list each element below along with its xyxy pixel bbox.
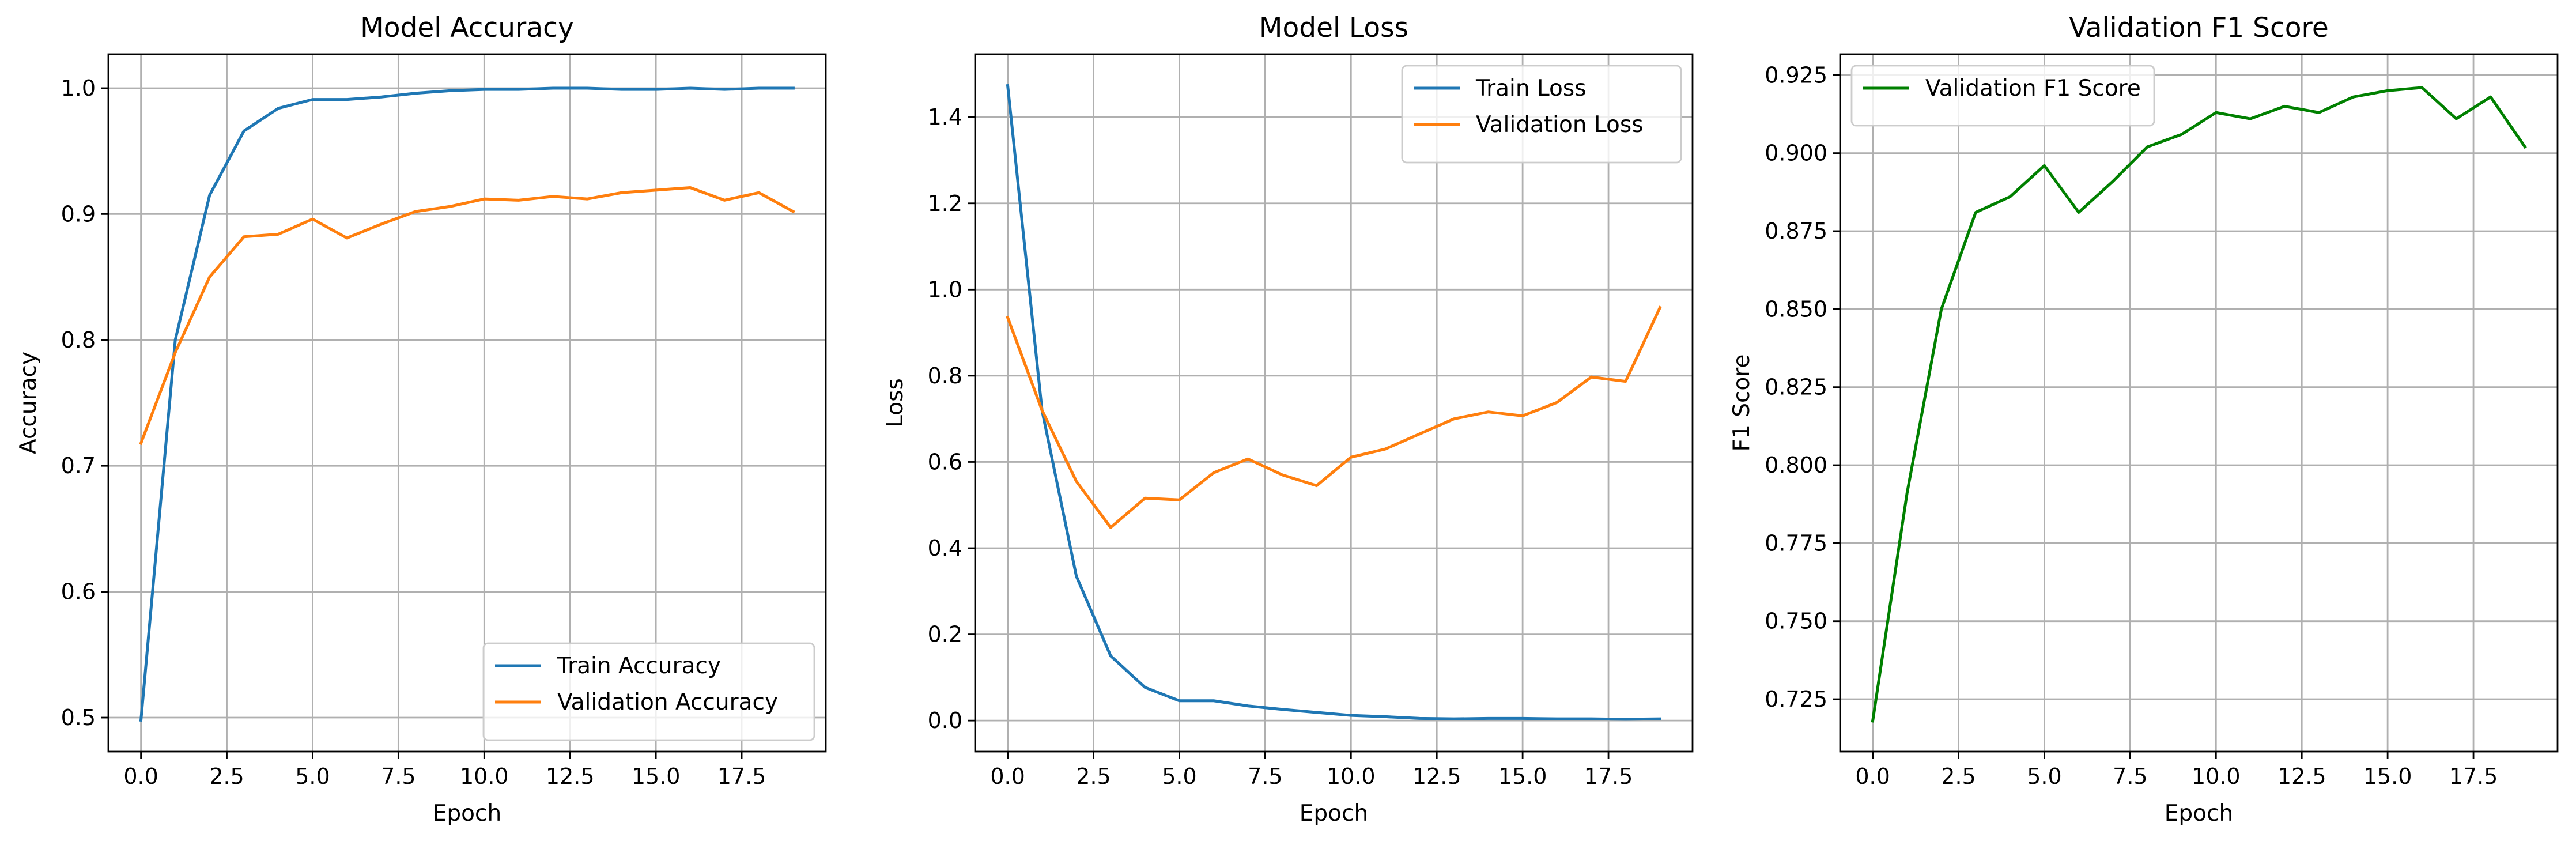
chart-1-ytick-label-4: 0.8 [928,363,962,388]
chart-2-xtick-label-1: 2.5 [1941,764,1976,789]
chart-1-ytick-label-1: 0.2 [928,622,962,647]
chart-1-legend-label-0: Train Loss [1475,76,1587,101]
chart-2-title: Validation F1 Score [2069,12,2329,44]
chart-1-xtick-label-7: 17.5 [1584,764,1633,789]
chart-1-xlabel: Epoch [1300,801,1368,827]
chart-2-ylabel: F1 Score [1729,354,1755,452]
chart-1-legend: Train Loss Validation Loss [1401,65,1682,164]
chart-0-ytick-label-1: 0.6 [61,579,96,605]
chart-0-xtick-label-5: 12.5 [546,764,595,789]
chart-0-ytick-label-2: 0.7 [61,453,96,478]
chart-0-xtick-label-2: 5.0 [295,764,330,789]
chart-0-legend-box [482,642,815,741]
chart-1-legend-box [1401,65,1682,164]
chart-1-panel: 0.0 2.5 5.0 7.5 10.0 12.5 15.0 17.5 0.0 0.2 0.4 0.6… [882,12,1694,827]
chart-2-xtick-label-0: 0.0 [1855,764,1890,789]
chart-0-xlabel: Epoch [433,801,501,827]
chart-2-axes-frame [1839,53,2559,753]
chart-2-legend: Validation F1 Score [1850,65,2155,127]
chart-1-series-1-line [1006,305,1662,529]
chart-2-series-0-line [1871,86,2527,723]
chart-1-xtick-label-4: 10.0 [1327,764,1376,789]
chart-0-xtick-label-3: 7.5 [381,764,416,789]
chart-0-series-0-line [139,86,795,722]
chart-2-xtick-label-2: 5.0 [2027,764,2061,789]
chart-2-ytick-label-7: 0.900 [1765,141,1827,166]
chart-2-ytick-label-2: 0.775 [1765,530,1827,556]
chart-0-axes-frame [107,53,827,753]
chart-2-ytick-label-0: 0.725 [1765,686,1827,712]
chart-2-legend-box [1850,65,2155,127]
chart-0-series-1-line [139,186,795,446]
chart-0-xtick-label-4: 10.0 [460,764,509,789]
chart-1-xtick-label-0: 0.0 [990,764,1025,789]
chart-1-xtick-label-3: 7.5 [1248,764,1282,789]
chart-1-series-0-line [1006,84,1661,721]
chart-0-legend-label-1: Validation Accuracy [557,689,778,715]
chart-2-xtick-label-3: 7.5 [2113,764,2147,789]
chart-0-xtick-label-1: 2.5 [209,764,244,789]
chart-1-ytick-label-0: 0.0 [928,708,962,733]
chart-0-legend-label-0: Train Accuracy [557,653,721,679]
chart-1-ytick-label-5: 1.0 [928,277,962,302]
chart-1-axes-frame [974,53,1694,753]
chart-0-xtick-label-6: 15.0 [632,764,681,789]
chart-1-ylabel: Loss [882,378,908,428]
chart-1-ytick-label-2: 0.4 [928,535,962,561]
chart-1-ytick-label-6: 1.2 [928,191,962,216]
chart-2-ytick-label-1: 0.750 [1765,609,1827,634]
chart-0-ylabel: Accuracy [16,352,41,454]
chart-1-ytick-label-3: 0.6 [928,449,962,474]
chart-0-xtick-label-0: 0.0 [123,764,158,789]
chart-2-ytick-label-8: 0.925 [1765,62,1827,88]
chart-2-ytick-label-4: 0.825 [1765,375,1827,400]
chart-0-ytick-label-4: 0.9 [61,201,96,227]
chart-2-ytick-label-3: 0.800 [1765,452,1827,478]
chart-0-legend: Train Accuracy Validation Accuracy [482,642,815,741]
chart-0-ytick-label-0: 0.5 [61,705,96,730]
chart-0-ytick-label-5: 1.0 [61,76,96,101]
chart-2-xtick-label-6: 15.0 [2363,764,2412,789]
chart-1-xtick-label-2: 5.0 [1162,764,1196,789]
chart-0-ytick-label-3: 0.8 [61,327,96,353]
chart-2-panel: 0.0 2.5 5.0 7.5 10.0 12.5 15.0 17.5 0.725 0.750 0.… [1729,12,2559,827]
chart-1-xtick-label-1: 2.5 [1076,764,1111,789]
chart-2-ytick-label-5: 0.850 [1765,296,1827,322]
chart-2-legend-label-0: Validation F1 Score [1925,76,2141,101]
chart-2-xtick-label-5: 12.5 [2277,764,2326,789]
chart-0-title: Model Accuracy [360,12,574,44]
chart-1-legend-label-1: Validation Loss [1476,112,1644,138]
chart-2-xtick-label-4: 10.0 [2192,764,2241,789]
chart-2-ytick-label-6: 0.875 [1765,218,1827,244]
chart-1-xtick-label-5: 12.5 [1412,764,1461,789]
chart-1-title: Model Loss [1259,12,1408,44]
chart-1-ytick-label-7: 1.4 [928,104,962,130]
chart-2-xtick-label-7: 17.5 [2449,764,2498,789]
chart-1-xtick-label-6: 15.0 [1498,764,1547,789]
chart-2-xlabel: Epoch [2165,801,2233,827]
chart-0-xtick-label-7: 17.5 [717,764,766,789]
chart-0-panel: 0.0 2.5 5.0 7.5 10.0 12.5 15.0 17.5 0.5 0.6 0.7 0.8… [16,12,827,827]
